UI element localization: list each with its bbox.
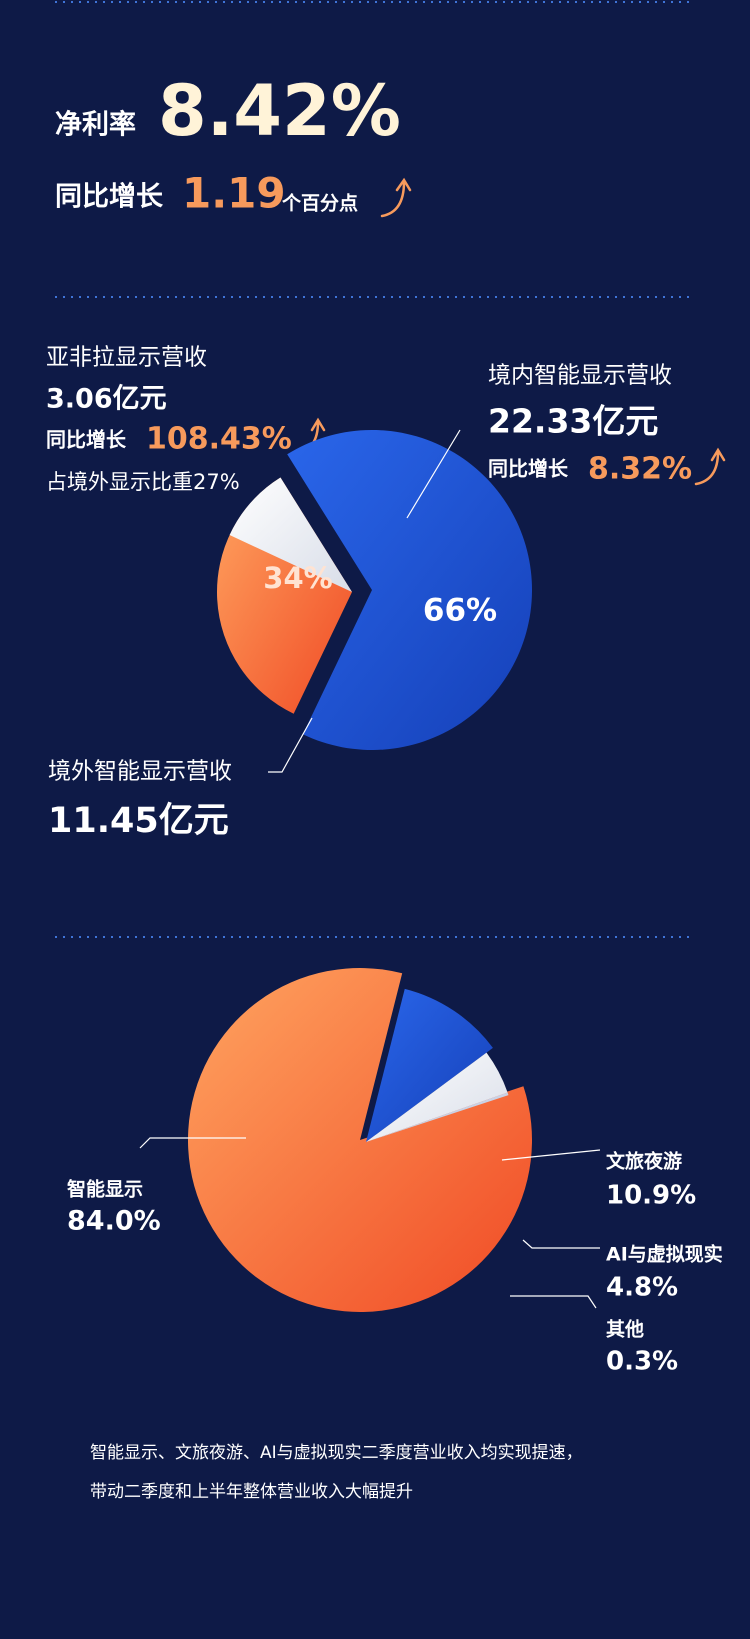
category-label: 境外智能显示营收 <box>48 759 232 785</box>
category-label: 智能显示 <box>67 1178 143 1201</box>
sub-segment-name: 亚非拉显示营收 <box>46 345 207 371</box>
pie-slice <box>287 430 533 750</box>
category-label: 文旅夜游 <box>606 1150 682 1173</box>
leader-line <box>406 429 461 519</box>
value-label: 0.3% <box>606 1347 678 1377</box>
leader-line <box>522 1239 600 1249</box>
net-margin-label: 净利率 <box>55 109 136 141</box>
sub-segment-growth-label: 同比增长 <box>46 428 127 452</box>
pie-chart <box>217 430 533 750</box>
net-margin-value: 8.42% <box>158 70 401 152</box>
value-label: 4.8% <box>606 1273 678 1303</box>
sub-segment-amount: 3.06亿元 <box>46 384 167 415</box>
up-arrow <box>380 177 412 218</box>
leader-line <box>510 1295 597 1309</box>
value-label: 34% <box>263 561 332 595</box>
leader-line <box>501 1149 601 1161</box>
up-arrow <box>694 447 726 486</box>
category-label: AI与虚拟现实 <box>606 1243 723 1266</box>
value-label: 10.9% <box>606 1181 696 1211</box>
category-label: 其他 <box>606 1318 644 1341</box>
pie-slice <box>366 1092 509 1142</box>
footer-text: 带动二季度和上半年整体营业收入大幅提升 <box>90 1482 413 1502</box>
growth-label: 同比增长 <box>55 181 164 213</box>
pie-chart <box>188 968 532 1312</box>
pie-slice <box>188 968 532 1312</box>
growth-label: 同比增长 <box>488 457 569 481</box>
amount: 22.33亿元 <box>488 402 658 441</box>
footer-text: 智能显示、文旅夜游、AI与虚拟现实二季度营业收入均实现提速， <box>90 1443 583 1463</box>
growth: 8.32% <box>588 452 692 487</box>
sub-segment-share: 占境外显示比重27% <box>46 470 240 494</box>
category-label: 境内智能显示营收 <box>488 363 672 389</box>
pie-slice <box>366 988 493 1142</box>
sub-slice <box>229 477 352 592</box>
value-label: 66% <box>423 593 497 629</box>
leader-line <box>139 1137 246 1149</box>
leader-line <box>268 717 313 773</box>
growth-value: 1.19 <box>182 169 286 218</box>
pie-slice <box>366 1052 508 1142</box>
value-label: 84.0% <box>67 1206 161 1237</box>
growth-unit: 个百分点 <box>281 193 358 215</box>
sub-segment-growth: 108.43% <box>146 422 292 457</box>
amount: 11.45亿元 <box>48 801 229 841</box>
